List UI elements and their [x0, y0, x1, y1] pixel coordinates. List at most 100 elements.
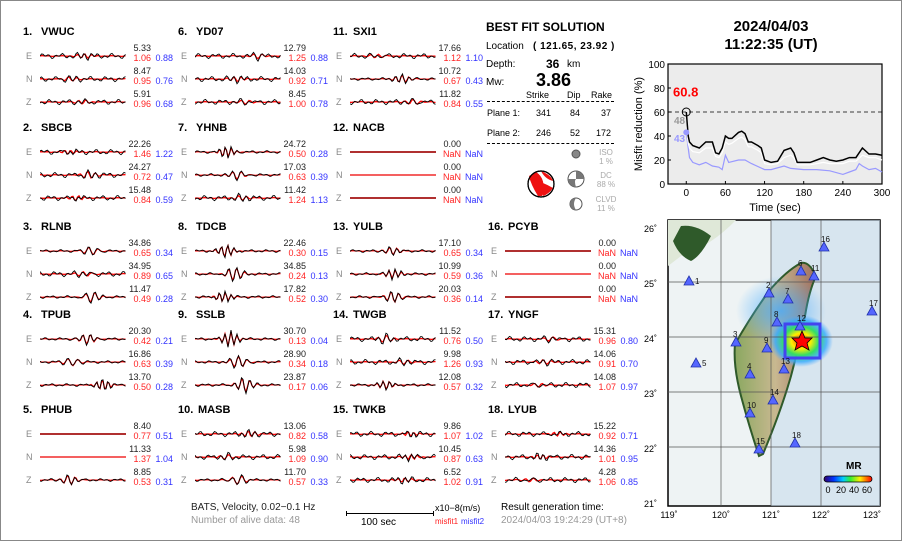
observed-trace — [195, 192, 281, 203]
time-scale-label: 100 sec — [361, 517, 397, 528]
misfit2-value: 0.50 — [465, 336, 483, 346]
misfit2-value: 0.76 — [155, 76, 173, 86]
misfit2-value: 0.71 — [620, 431, 638, 441]
station-triangle-icon — [744, 407, 756, 418]
amplitude-value: 11.33 — [129, 444, 151, 454]
component-label: N — [181, 452, 188, 462]
waveform-trace — [40, 148, 126, 156]
observed-trace — [350, 52, 436, 59]
waveform-trace — [40, 456, 126, 458]
station-map-label: 7 — [785, 287, 790, 296]
synthetic-trace — [40, 358, 126, 367]
amplitude-value: 16.86 — [128, 349, 151, 359]
misfit2-value: 0.30 — [310, 294, 328, 304]
station-name: YULB — [353, 221, 383, 233]
misfit2-value: 0.78 — [310, 99, 328, 109]
waveform-trace — [505, 452, 591, 461]
longitude-label: 119˚ — [660, 510, 677, 520]
waveform-trace — [40, 194, 126, 202]
station-triangle-icon — [683, 275, 695, 286]
observed-trace — [505, 476, 591, 484]
misfit1-value: 0.96 — [598, 336, 616, 346]
amplitude-value: 5.33 — [133, 43, 151, 53]
misfit1-value: 0.63 — [288, 172, 306, 182]
component-label: Z — [336, 292, 342, 302]
amplitude-value: 22.46 — [283, 238, 306, 248]
y-tick-label: 0 — [659, 180, 665, 191]
station-map-label: 11 — [811, 264, 820, 273]
waveform-trace — [195, 289, 281, 304]
amplitude-value: 10.99 — [438, 261, 461, 271]
misfit2-value: 0.91 — [465, 477, 483, 487]
misfit2-value: 0.70 — [620, 359, 638, 369]
misfit1-value: 0.77 — [133, 431, 151, 441]
misfit2-value: 0.51 — [155, 431, 173, 441]
waveform-trace — [350, 267, 436, 282]
station-triangle-icon — [778, 363, 790, 374]
misfit2-value: 0.04 — [310, 336, 328, 346]
plane-table-divider — [487, 143, 614, 144]
misfit1-value: 0.63 — [133, 359, 151, 369]
component-label: Z — [181, 97, 187, 107]
amplitude-value: 9.98 — [443, 349, 461, 359]
component-label: Z — [491, 292, 497, 302]
waveform-trace — [195, 428, 281, 438]
misfit2-value: 1.02 — [465, 431, 483, 441]
observed-trace — [40, 246, 126, 256]
station-triangle-icon — [690, 357, 702, 368]
component-label: Z — [26, 97, 32, 107]
component-label: E — [336, 429, 343, 439]
synthetic-trace — [40, 292, 126, 303]
waveform-trace — [350, 151, 436, 153]
station-map-label: 2 — [766, 281, 771, 290]
station-map-label: 9 — [764, 336, 769, 345]
amplitude-value: 17.82 — [283, 284, 306, 294]
waveform-trace — [195, 243, 281, 260]
epicenter-star-icon — [791, 329, 813, 351]
observed-trace — [195, 451, 281, 461]
station-number: 4. — [23, 309, 33, 321]
amplitude-value: 14.36 — [593, 444, 616, 454]
observed-trace — [350, 380, 436, 392]
waveform-trace — [40, 168, 126, 179]
x-axis-label: Time (sec) — [749, 202, 801, 214]
station-number: 18. — [488, 404, 504, 416]
component-label: Z — [181, 380, 187, 390]
waveform-trace — [195, 170, 281, 182]
misfit1-value: 0.24 — [288, 271, 306, 281]
amplitude-value: 5.91 — [133, 89, 151, 99]
station-name: SBCB — [41, 122, 73, 134]
waveform-trace — [195, 330, 281, 348]
component-label: Z — [181, 193, 187, 203]
component-label: N — [491, 269, 498, 279]
longitude-label: 122˚ — [812, 510, 830, 520]
component-label: E — [336, 334, 343, 344]
component-label: Z — [26, 292, 32, 302]
amplitude-value: 15.48 — [128, 185, 151, 195]
plane-strike: 341 — [535, 108, 551, 118]
colorbar-title: MR — [846, 461, 862, 472]
component-label: E — [181, 147, 188, 157]
misfit1-value: NaN — [597, 271, 616, 281]
amplitude-value: 9.86 — [443, 421, 461, 431]
component-label: N — [26, 269, 33, 279]
observed-trace — [40, 270, 126, 279]
component-label: Z — [491, 380, 497, 390]
third-mr-value: 43 — [674, 134, 686, 145]
mw-value: 3.86 — [536, 70, 572, 90]
misfit1-value: 0.65 — [443, 248, 461, 258]
amplitude-value: 0.00 — [443, 185, 461, 195]
misfit1-value: 1.25 — [288, 53, 306, 63]
misfit1-value: 0.50 — [288, 149, 306, 159]
waveform-trace — [40, 379, 126, 390]
plane-label: Plane 2: — [487, 128, 521, 138]
observed-trace — [40, 98, 126, 106]
iso-percent: 1 % — [599, 157, 613, 166]
component-label: Z — [491, 475, 497, 485]
colorbar-tick-label: 60 — [862, 485, 872, 495]
misfit2-value: 1.04 — [155, 454, 173, 464]
amplitude-value: 6.52 — [443, 467, 461, 477]
amplitude-value: 11.42 — [284, 185, 306, 195]
component-label: E — [336, 246, 343, 256]
station-number: 3. — [23, 221, 33, 233]
